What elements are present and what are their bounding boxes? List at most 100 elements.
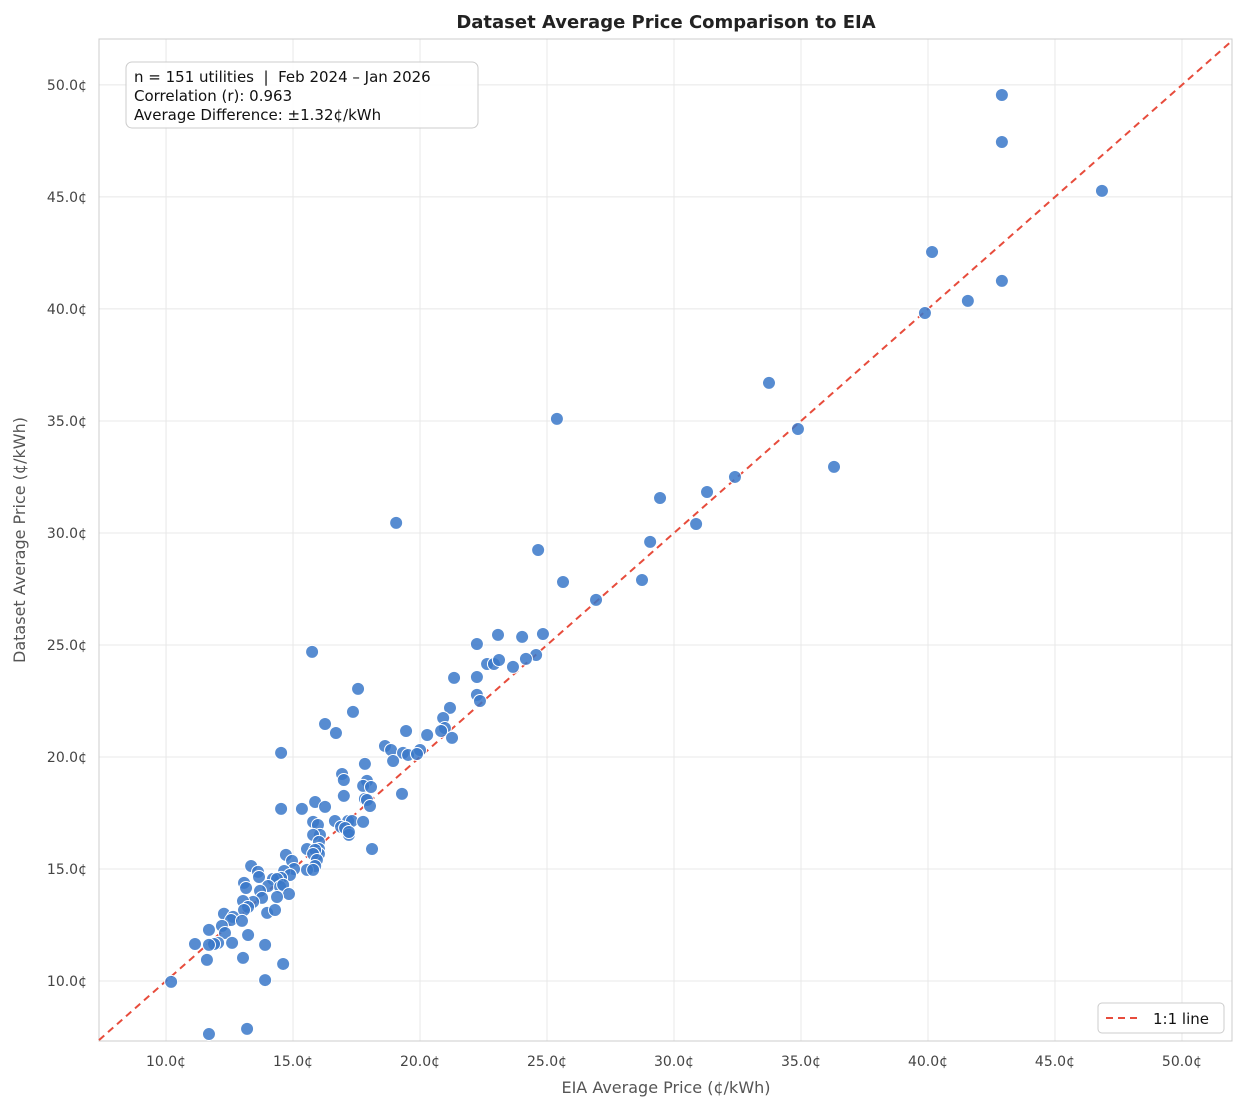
data-point <box>469 669 484 684</box>
data-point <box>188 937 203 952</box>
data-point <box>268 902 283 917</box>
y-tick-label: 40.0¢ <box>47 302 87 318</box>
data-point <box>201 937 216 952</box>
data-point <box>241 928 256 943</box>
data-point <box>492 652 507 667</box>
data-point <box>236 950 251 965</box>
data-point <box>270 889 285 904</box>
data-point <box>341 824 356 839</box>
data-point <box>445 730 460 745</box>
data-point <box>727 469 742 484</box>
y-tick-label: 35.0¢ <box>47 414 87 430</box>
annotation-line-2: Correlation (r): 0.963 <box>134 87 292 105</box>
data-point <box>469 637 484 652</box>
data-point <box>234 913 249 928</box>
data-point <box>336 788 351 803</box>
data-point <box>556 575 571 590</box>
y-tick-label: 30.0¢ <box>47 526 87 542</box>
data-point <box>394 786 409 801</box>
data-point <box>535 626 550 641</box>
data-point <box>305 644 320 659</box>
data-point <box>994 135 1009 150</box>
plot-frame <box>98 38 1233 1042</box>
x-tick-label: 20.0¢ <box>400 1054 440 1070</box>
x-axis-label: EIA Average Price (¢/kWh) <box>561 1078 770 1097</box>
y-tick-label: 50.0¢ <box>47 78 87 94</box>
data-point <box>306 862 321 877</box>
data-point <box>362 799 377 814</box>
data-point <box>447 670 462 685</box>
data-point <box>318 717 333 732</box>
data-point <box>700 484 715 499</box>
y-tick-label: 45.0¢ <box>47 190 87 206</box>
data-point <box>201 922 216 937</box>
data-point <box>491 627 506 642</box>
x-tick-label: 30.0¢ <box>654 1054 694 1070</box>
x-ticks: 10.0¢ 15.0¢ 20.0¢ 25.0¢ 30.0¢ 35.0¢ 40.0¢ 45.0¢… <box>146 1054 1202 1070</box>
chart-title: Dataset Average Price Comparison to EIA <box>456 12 875 33</box>
data-point <box>549 411 564 426</box>
x-tick-label: 10.0¢ <box>146 1054 186 1070</box>
data-point <box>790 422 805 437</box>
x-tick-label: 15.0¢ <box>273 1054 313 1070</box>
data-point <box>635 572 650 587</box>
annotation-box: n = 151 utilities | Feb 2024 – Jan 2026 … <box>125 61 479 129</box>
x-tick-label: 50.0¢ <box>1162 1054 1202 1070</box>
annotation-line-1: n = 151 utilities | Feb 2024 – Jan 2026 <box>134 68 431 86</box>
data-point <box>364 779 379 794</box>
data-point <box>258 937 273 952</box>
legend-label: 1:1 line <box>1153 1010 1209 1028</box>
y-tick-label: 20.0¢ <box>47 750 87 766</box>
data-point <box>351 681 366 696</box>
data-point <box>386 753 401 768</box>
x-tick-label: 25.0¢ <box>527 1054 567 1070</box>
data-point <box>258 973 273 988</box>
data-point <box>761 375 776 390</box>
data-point <box>345 704 360 719</box>
data-point <box>328 725 343 740</box>
x-tick-label: 35.0¢ <box>781 1054 821 1070</box>
data-point <box>225 935 240 950</box>
x-tick-label: 45.0¢ <box>1035 1054 1075 1070</box>
data-point <box>252 870 267 885</box>
y-axis-label: Dataset Average Price (¢/kWh) <box>10 417 29 663</box>
data-point <box>239 881 254 896</box>
data-point <box>505 659 520 674</box>
data-point <box>294 801 309 816</box>
data-point <box>434 723 449 738</box>
data-point <box>653 490 668 505</box>
data-point <box>515 629 530 644</box>
y-tick-label: 15.0¢ <box>47 862 87 878</box>
x-tick-label: 40.0¢ <box>908 1054 948 1070</box>
data-point <box>994 88 1009 103</box>
data-point <box>1094 183 1109 198</box>
data-point <box>164 974 179 989</box>
data-point <box>960 293 975 308</box>
y-tick-label: 10.0¢ <box>47 974 87 990</box>
legend: 1:1 line <box>1097 1002 1225 1034</box>
data-point <box>399 723 414 738</box>
data-point <box>689 516 704 531</box>
data-point <box>643 534 658 549</box>
data-point <box>217 926 232 941</box>
data-point <box>201 1027 216 1042</box>
data-point <box>199 952 214 967</box>
data-point <box>281 887 296 902</box>
data-point <box>442 700 457 715</box>
data-point <box>318 799 333 814</box>
y-tick-label: 25.0¢ <box>47 638 87 654</box>
data-point <box>420 728 435 743</box>
data-point <box>472 693 487 708</box>
y-ticks: 10.0¢ 15.0¢ 20.0¢ 25.0¢ 30.0¢ 35.0¢ 40.0¢ 45.0¢… <box>47 78 87 990</box>
data-point <box>589 592 604 607</box>
data-point <box>365 842 380 857</box>
data-point <box>357 756 372 771</box>
data-point <box>274 801 289 816</box>
data-point <box>336 773 351 788</box>
data-point <box>240 1021 255 1036</box>
annotation-line-3: Average Difference: ±1.32¢/kWh <box>134 106 381 124</box>
data-points <box>164 88 1109 1042</box>
data-point <box>274 745 289 760</box>
data-point <box>994 273 1009 288</box>
